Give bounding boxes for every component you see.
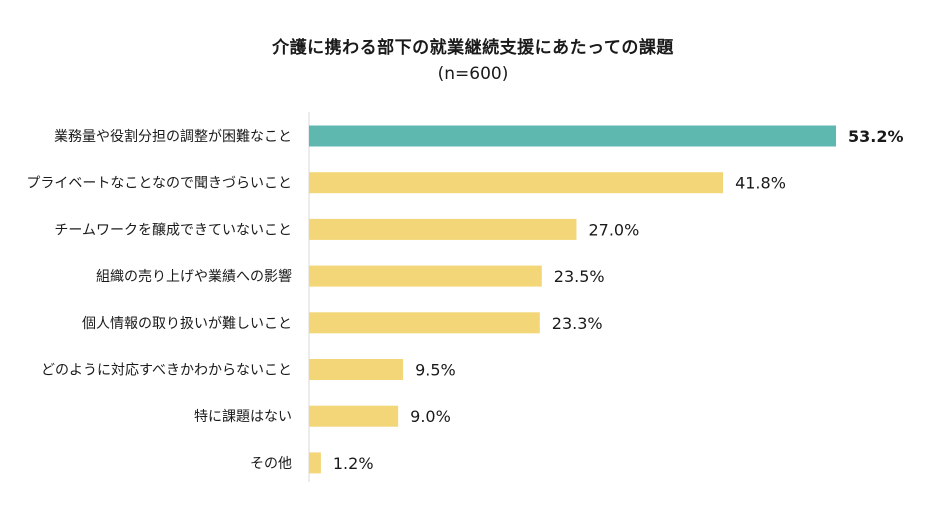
chart-subtitle: (n=600) — [437, 64, 509, 84]
category-label: 個人情報の取り扱いが難しいこと — [82, 316, 292, 332]
value-label: 41.8% — [735, 174, 786, 193]
bar — [309, 125, 836, 147]
value-label: 23.3% — [552, 314, 603, 333]
bar — [309, 452, 321, 474]
bar — [309, 265, 542, 287]
category-label: プライベートなことなので聞きづらいこと — [26, 176, 292, 192]
category-label: その他 — [250, 456, 292, 472]
value-label: 1.2% — [333, 454, 374, 473]
value-label: 27.0% — [588, 220, 639, 239]
bar — [309, 359, 404, 380]
value-label: 23.5% — [554, 267, 605, 286]
value-label: 9.5% — [415, 361, 456, 380]
bar — [309, 172, 724, 194]
bar — [309, 312, 540, 334]
category-label: どのように対応すべきかわからないこと — [41, 363, 292, 379]
chart-title: 介護に携わる部下の就業継続支援にあたっての課題 — [272, 38, 674, 58]
bar — [309, 405, 399, 427]
category-label: 組織の売り上げや業績への影響 — [96, 268, 292, 285]
category-label: チームワークを醸成できていないこと — [54, 222, 292, 238]
value-label: 9.0% — [410, 407, 451, 426]
category-label: 特に課題はない — [194, 409, 292, 425]
value-label: 53.2% — [848, 127, 904, 146]
bar — [309, 218, 577, 240]
category-label: 業務量や役割分担の調整が困難なこと — [54, 128, 292, 145]
